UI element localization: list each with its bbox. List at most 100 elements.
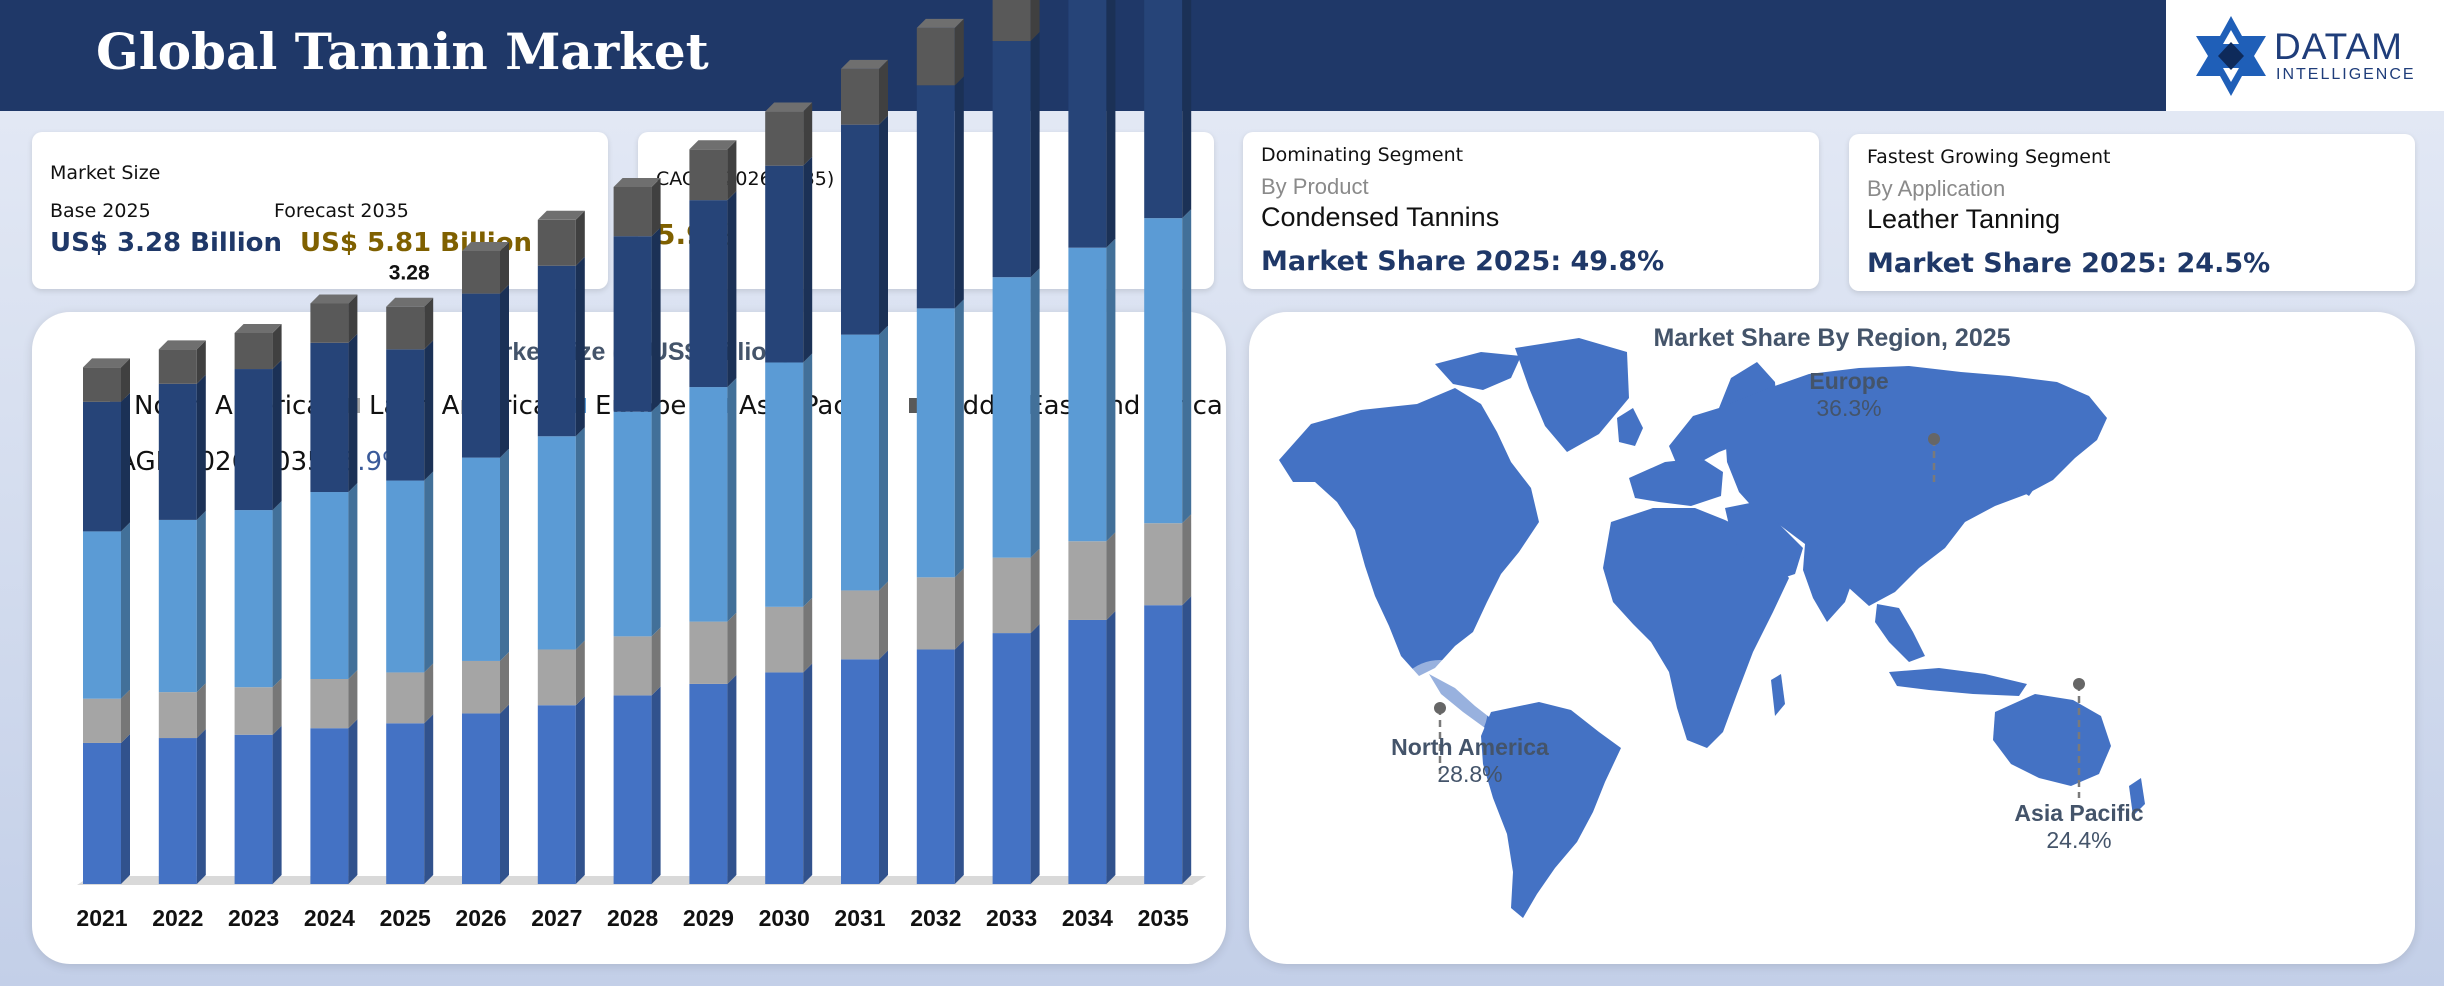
bar-segment-side — [272, 725, 282, 884]
bar-segment-side — [348, 719, 358, 884]
bar-segment-side — [575, 210, 585, 266]
bar-segment-side — [954, 299, 964, 578]
bar-segment-side — [196, 683, 206, 739]
x-tick-label: 2032 — [910, 905, 961, 931]
asia-pacific-highlight — [2281, 691, 2377, 787]
bar-segment — [992, 633, 1031, 884]
bar-segment — [462, 660, 500, 714]
bar-segment-side — [651, 627, 661, 696]
bar-segment-side — [727, 378, 737, 622]
bar-segment-side — [196, 340, 206, 384]
indonesia — [1889, 668, 2027, 696]
europe-pin — [1928, 433, 1940, 445]
bar-segment-side — [196, 510, 206, 693]
page-title: Global Tannin Market — [96, 22, 709, 81]
bar-segment — [83, 698, 121, 743]
bar-segment — [537, 649, 576, 706]
logo: DATAM INTELLIGENCE — [2166, 0, 2444, 111]
bar-segment-side — [954, 568, 964, 650]
bar-segment-side — [727, 191, 737, 388]
bar-top-face — [689, 140, 737, 150]
bar-segment-side — [651, 178, 661, 237]
cagr-note-label: CAGR 2026-2035: — [100, 447, 341, 477]
bar-segment-side — [1182, 514, 1192, 606]
india — [1803, 544, 1857, 622]
bar-segment-side — [651, 227, 661, 412]
bar-segment — [1068, 541, 1107, 620]
region-share: 24.4% — [2046, 827, 2112, 853]
bar-segment-side — [1106, 238, 1116, 542]
bar-segment-side — [272, 678, 282, 735]
asia-pacific-pin — [2073, 678, 2085, 690]
bar-segment-side — [1182, 596, 1192, 884]
bar-segment-side — [954, 18, 964, 86]
greenland — [1515, 338, 1629, 452]
bar-segment — [1068, 247, 1107, 542]
bar-segment — [841, 334, 879, 591]
bar-segment — [83, 742, 121, 884]
bar-segment-side — [803, 102, 813, 166]
fastest-segment-name: Leather Tanning — [1867, 204, 2061, 234]
star-logo-icon — [2196, 16, 2266, 96]
x-tick-label: 2033 — [986, 905, 1037, 931]
bar-segment — [386, 306, 425, 350]
bar-segment — [537, 705, 576, 884]
bar-segment — [310, 492, 349, 679]
region-share: 36.3% — [1816, 395, 1882, 421]
bar-stack-2032 — [916, 18, 964, 884]
bar-segment-side — [121, 358, 130, 402]
base-value: US$ 3.28 Billion — [50, 228, 283, 258]
dominating-segment-label: Dominating Segment — [1261, 144, 1464, 166]
bar-top-face — [841, 59, 888, 69]
bar-top-face — [765, 102, 813, 112]
bar-segment — [689, 621, 728, 684]
bar-segment-side — [500, 704, 509, 884]
bar-segment-side — [424, 663, 434, 724]
world-map — [1279, 338, 2377, 918]
bar-segment — [158, 383, 197, 520]
bar-stack-2026 — [462, 241, 509, 884]
bar-stack-2025 — [386, 297, 434, 884]
bar-segment-side — [803, 353, 813, 607]
dominating-segment-name: Condensed Tannins — [1261, 202, 1500, 232]
bar-top-face — [462, 241, 509, 251]
bar-stack-2034 — [1068, 0, 1116, 884]
bar-segment-side — [803, 597, 813, 673]
bar-segment-side — [879, 325, 888, 591]
bar-segment — [158, 738, 197, 884]
bar-segment-side — [500, 241, 509, 294]
bar-segment — [1068, 619, 1107, 884]
bar-segment — [689, 387, 728, 622]
bar-segment-side — [1106, 0, 1116, 248]
bar-segment-side — [727, 674, 737, 884]
region-label-europe: Europe 36.3% — [1784, 368, 1914, 422]
bar-segment — [765, 165, 804, 363]
bar-segment — [689, 200, 728, 388]
bar-segment — [841, 659, 879, 884]
canada-arctic — [1435, 352, 1521, 390]
x-tick-label: 2031 — [834, 905, 885, 931]
bar-stack-2027 — [537, 210, 585, 884]
bar-segment-side — [651, 402, 661, 637]
bar-stack-2022 — [158, 340, 206, 884]
bar-segment — [916, 308, 955, 578]
bar-segment — [765, 672, 804, 884]
bar-segment-side — [575, 640, 585, 706]
x-tick-label: 2022 — [152, 905, 203, 931]
bar-segment — [310, 342, 349, 493]
bar-segment — [537, 436, 576, 650]
bar-segment — [310, 303, 349, 343]
bar-segment-side — [121, 733, 130, 884]
bar-segment — [613, 636, 652, 696]
bar-segment — [1144, 523, 1183, 606]
bar-segment-side — [1030, 268, 1040, 558]
stacked-bar-chart: 2021 2022 2023 2024 2025 3.28 2026 2027 2028 2029… — [76, 0, 1207, 931]
bar-segment — [765, 606, 804, 673]
x-tick-label: 2028 — [607, 905, 658, 931]
bar-segment-side — [424, 340, 434, 481]
bar-top-face — [310, 294, 358, 304]
bar-segment-side — [1030, 0, 1040, 42]
bar-segment-side — [272, 323, 282, 370]
bar-segment — [916, 27, 955, 86]
bar-stack-2023 — [234, 323, 282, 884]
